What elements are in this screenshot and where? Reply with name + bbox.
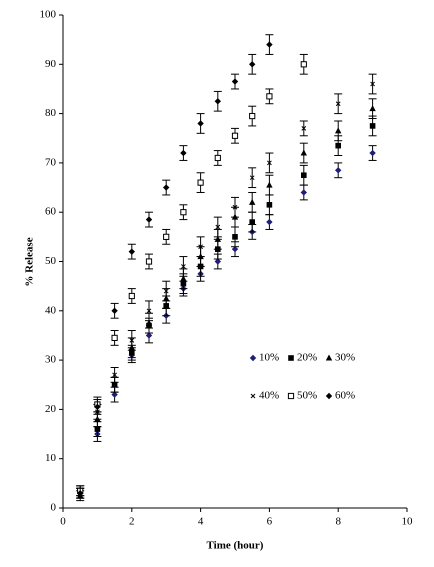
marker	[163, 184, 170, 191]
marker	[145, 319, 153, 326]
marker	[300, 61, 307, 68]
marker	[197, 179, 204, 186]
marker	[249, 219, 255, 225]
marker	[145, 216, 153, 223]
marker	[231, 132, 239, 139]
marker	[146, 308, 152, 314]
legend-label: 40%	[259, 390, 279, 402]
legend-label: 10%	[259, 352, 279, 364]
marker	[370, 81, 375, 87]
y-tick-label: 0	[51, 502, 57, 514]
marker	[249, 175, 255, 181]
marker	[335, 101, 341, 107]
y-axis-label: % Release	[24, 237, 36, 286]
y-tick-label: 100	[40, 9, 57, 21]
marker	[266, 181, 273, 188]
marker	[267, 160, 272, 166]
marker	[214, 258, 221, 265]
marker	[181, 264, 186, 269]
marker	[266, 41, 273, 48]
marker	[145, 332, 153, 339]
marker	[180, 275, 187, 282]
marker	[266, 218, 273, 226]
legend-marker	[325, 392, 333, 400]
marker	[129, 338, 135, 343]
y-tick-label: 30	[45, 354, 57, 366]
x-tick-label: 0	[60, 516, 66, 528]
marker	[145, 258, 153, 265]
legend-label: 60%	[335, 390, 355, 402]
y-tick-label: 20	[45, 403, 57, 415]
marker	[111, 391, 118, 398]
marker	[335, 127, 342, 134]
marker	[77, 490, 84, 497]
marker	[214, 98, 221, 105]
marker	[180, 149, 187, 157]
y-tick-label: 90	[45, 58, 57, 70]
marker	[214, 235, 221, 242]
marker	[301, 126, 307, 131]
x-tick-label: 8	[335, 516, 341, 528]
marker	[128, 248, 135, 255]
marker	[163, 233, 170, 240]
marker	[214, 154, 221, 162]
legend-label: 20%	[297, 352, 317, 364]
x-tick-label: 6	[267, 516, 273, 528]
x-axis-label: Time (hour)	[207, 540, 264, 552]
legend-label: 50%	[297, 390, 317, 402]
marker	[300, 189, 307, 196]
marker	[232, 204, 238, 210]
x-tick-label: 4	[198, 516, 204, 528]
y-tick-label: 80	[45, 107, 57, 119]
marker	[112, 372, 117, 378]
marker	[198, 244, 203, 250]
marker	[197, 120, 204, 127]
marker	[231, 78, 239, 85]
marker	[128, 292, 135, 300]
marker	[300, 149, 307, 156]
marker	[163, 288, 169, 294]
marker	[266, 93, 273, 100]
legend-label: 30%	[335, 352, 355, 364]
marker	[335, 142, 341, 149]
y-tick-label: 40	[45, 304, 57, 316]
legend-marker	[325, 354, 333, 361]
marker	[249, 61, 256, 68]
y-tick-label: 60	[45, 206, 57, 218]
legend-marker	[288, 355, 294, 361]
marker	[369, 105, 376, 112]
y-tick-label: 70	[45, 156, 57, 168]
marker	[232, 234, 238, 240]
marker	[111, 381, 118, 388]
marker	[215, 224, 221, 230]
marker	[249, 112, 256, 120]
x-tick-label: 10	[402, 516, 414, 528]
marker	[301, 172, 307, 179]
marker	[111, 307, 118, 314]
legend-marker	[249, 354, 257, 362]
x-tick-label: 2	[129, 516, 135, 528]
y-tick-label: 50	[45, 255, 57, 267]
legend-marker	[287, 392, 295, 400]
marker	[249, 198, 256, 205]
marker	[231, 245, 239, 253]
marker	[111, 334, 118, 342]
marker	[94, 426, 101, 432]
marker	[369, 123, 376, 129]
marker	[335, 167, 342, 174]
marker	[180, 209, 187, 216]
marker	[369, 149, 376, 157]
legend-marker	[250, 393, 256, 399]
marker	[94, 403, 101, 411]
y-tick-label: 10	[45, 452, 57, 464]
marker	[266, 202, 273, 208]
